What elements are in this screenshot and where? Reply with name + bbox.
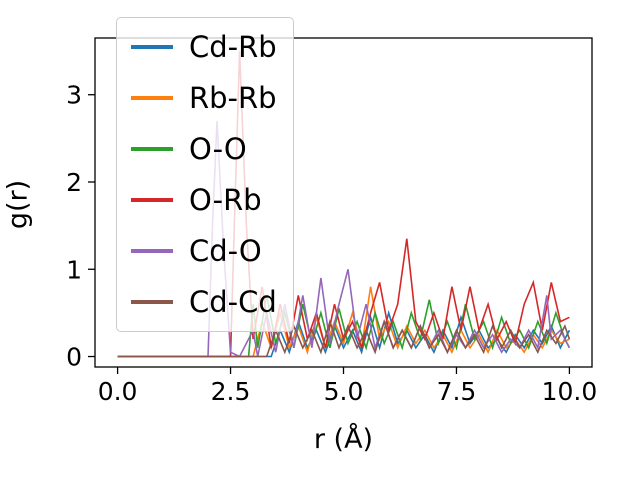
- x-tick-label: 2.5: [211, 377, 251, 406]
- x-tick-label: 7.5: [437, 377, 477, 406]
- legend-item: Cd-O: [129, 230, 277, 272]
- legend-label: O-Rb: [189, 183, 262, 218]
- x-axis-label: r (Å): [313, 424, 374, 455]
- legend-line-swatch: [131, 147, 173, 152]
- legend-label: Cd-O: [189, 234, 262, 269]
- y-tick-label: 3: [66, 81, 82, 110]
- legend-item: Cd-Rb: [129, 26, 277, 68]
- legend-line-swatch: [131, 198, 173, 203]
- x-tick-label: 5.0: [324, 377, 364, 406]
- legend: Cd-Rb Rb-Rb O-O O-Rb Cd-O: [116, 17, 294, 333]
- y-axis-label: g(r): [2, 179, 34, 230]
- y-tick-label: 1: [66, 255, 82, 284]
- legend-label: Cd-Cd: [189, 285, 277, 320]
- legend-label: O-O: [189, 132, 247, 167]
- y-axis-ticks: 0 1 2 3: [66, 81, 95, 372]
- legend-item: Cd-Cd: [129, 281, 277, 323]
- plot-area-border: [94, 37, 593, 368]
- legend-line-swatch: [131, 249, 173, 254]
- legend-line-swatch: [131, 300, 173, 305]
- x-tick-label: 10.0: [542, 377, 598, 406]
- legend-line-swatch: [131, 96, 173, 101]
- legend-item: O-Rb: [129, 179, 277, 221]
- legend-label: Rb-Rb: [189, 81, 277, 116]
- legend-item: O-O: [129, 128, 277, 170]
- x-tick-label: 0.0: [98, 377, 138, 406]
- series-line-cd-cd: [117, 318, 571, 358]
- legend-item: Rb-Rb: [129, 77, 277, 119]
- legend-label: Cd-Rb: [189, 30, 277, 64]
- legend-line-swatch: [131, 45, 173, 50]
- y-tick-label: 0: [66, 343, 82, 372]
- y-tick-label: 2: [66, 168, 82, 197]
- x-axis-ticks: 0.0 2.5 5.0 7.5 10.0: [98, 367, 598, 406]
